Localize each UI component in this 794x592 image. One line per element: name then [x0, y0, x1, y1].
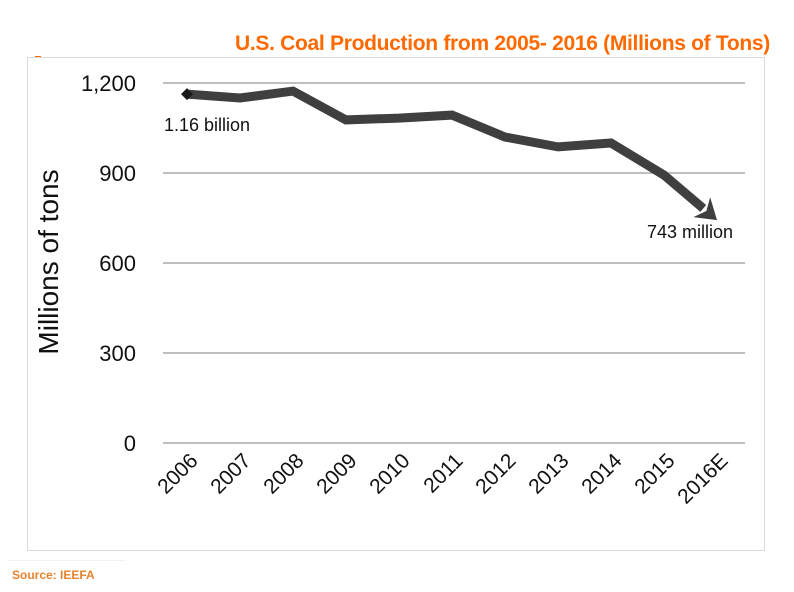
x-tick-label: 2008: [259, 449, 308, 498]
y-tick-label: 300: [99, 341, 136, 366]
series-line: [186, 86, 707, 212]
source-note: Source: IEEFA: [12, 568, 95, 582]
x-tick-label: 2010: [365, 449, 414, 498]
annotations: 1.16 billion 743 million: [164, 115, 733, 242]
x-tick-label: 2007: [206, 449, 255, 498]
x-tick-label: 2012: [471, 449, 520, 498]
chart-frame: [27, 57, 765, 551]
series-layer: [181, 86, 718, 221]
x-tick-label: 2006: [153, 449, 202, 498]
y-tick-label: 1,200: [81, 71, 136, 96]
x-tick-label: 2009: [312, 449, 361, 498]
y-tick-label: 0: [124, 431, 136, 456]
y-tick-label: 900: [99, 161, 136, 186]
chart-title: U.S. Coal Production from 2005- 2016 (Mi…: [234, 32, 770, 55]
x-tick-label: 2014: [577, 449, 627, 499]
y-axis-ticks: 0 300 600 900 1,200: [81, 71, 136, 456]
annotation-end-value: 743 million: [647, 222, 733, 242]
source-divider: [8, 560, 126, 561]
x-tick-label: 2013: [524, 449, 573, 498]
x-tick-label: 2015: [630, 449, 679, 498]
y-axis-label: Millions of tons: [33, 169, 64, 354]
start-diamond-marker: [181, 88, 193, 101]
x-tick-label: 2011: [419, 449, 467, 497]
end-arrowhead: [693, 197, 717, 221]
annotation-start-value: 1.16 billion: [164, 115, 250, 135]
x-tick-label: 2016E: [673, 449, 732, 508]
y-tick-label: 600: [99, 251, 136, 276]
gridlines: [163, 82, 745, 444]
x-axis-ticks: 2006 2007 2008 2009 2010 2011 2012 2013 2014 2015…: [153, 449, 732, 508]
